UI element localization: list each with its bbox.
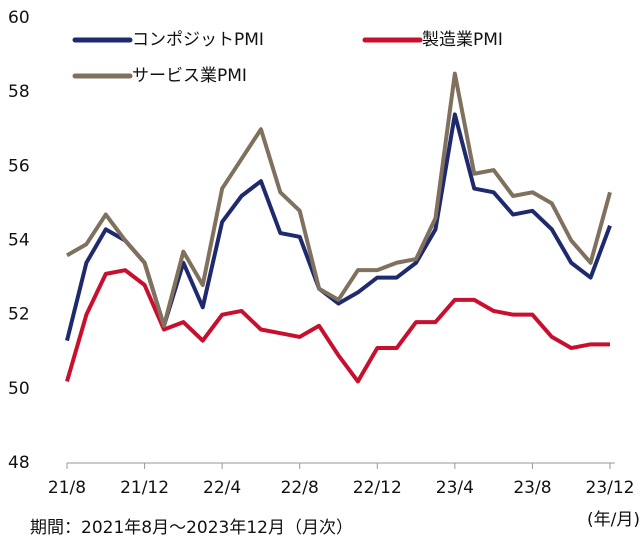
y-tick-label: 58	[8, 82, 30, 102]
legend-label: 製造業PMI	[422, 30, 503, 50]
x-tick-label: 21/8	[48, 478, 86, 498]
x-tick-label: 22/8	[281, 478, 319, 498]
x-tick-label: 22/12	[353, 478, 402, 498]
x-tick-label: 21/12	[120, 478, 169, 498]
y-tick-label: 50	[8, 379, 30, 399]
x-tick-label: 23/8	[513, 478, 551, 498]
series-line	[65, 268, 610, 384]
y-tick-label: 54	[8, 231, 30, 251]
x-tick-label: 23/12	[586, 478, 635, 498]
series-line	[66, 71, 612, 328]
y-tick-label: 60	[8, 8, 30, 28]
series-line	[65, 112, 612, 342]
x-tick-label: 22/4	[203, 478, 241, 498]
footnote: 期間：2021年8月～2023年12月（月次）	[30, 518, 353, 538]
legend-label: コンポジットPMI	[132, 30, 264, 50]
legend-label: サービス業PMI	[132, 66, 247, 86]
y-tick-label: 48	[8, 453, 30, 473]
y-tick-label: 52	[8, 305, 30, 325]
x-tick-label: 23/4	[436, 478, 474, 498]
y-tick-label: 56	[8, 156, 30, 176]
x-unit-label: (年/月)	[587, 510, 640, 530]
